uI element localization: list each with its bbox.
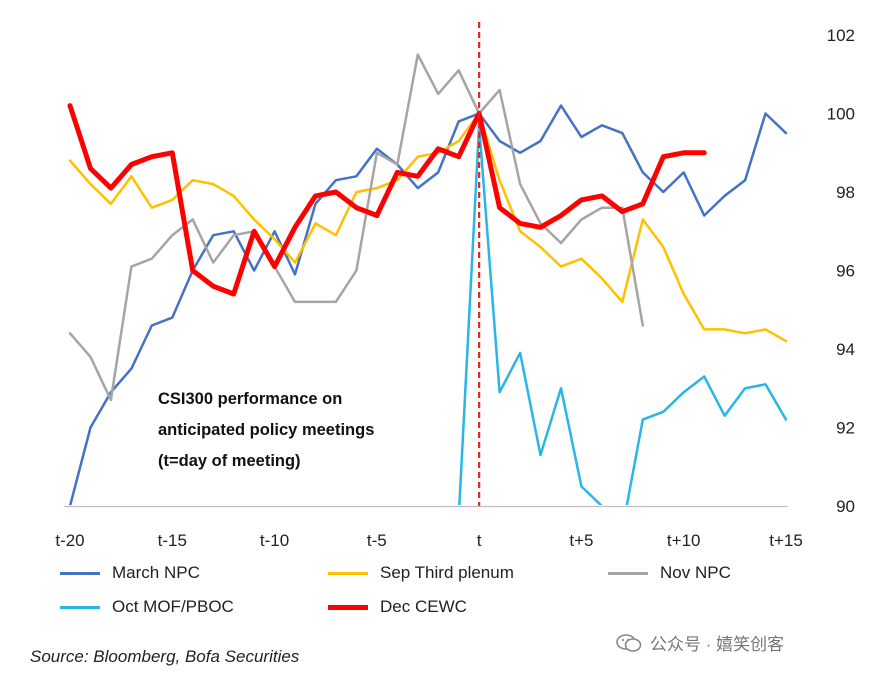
y-tick-label: 94	[836, 340, 855, 359]
y-tick-label: 98	[836, 183, 855, 202]
series-line-dec-cewc	[67, 103, 707, 297]
series-line-march-npc	[68, 104, 788, 505]
y-tick-label: 102	[827, 26, 855, 45]
y-tick-label: 100	[827, 105, 855, 124]
series-line-sep-third-plenum	[68, 112, 788, 343]
series-layer	[67, 53, 788, 505]
watermark-text: 公众号 · 嬉笑创客	[650, 635, 785, 654]
x-tick-label: t+5	[569, 531, 593, 550]
x-tick-label: t	[477, 531, 482, 550]
y-axis-ticks: 90 92 94 96 98 100 102	[827, 26, 855, 516]
legend-item-sep-third-plenum: Sep Third plenum	[328, 560, 514, 586]
x-tick-label: t+15	[769, 531, 803, 550]
series-line-nov-npc	[68, 53, 645, 402]
legend-label: Oct MOF/PBOC	[112, 597, 234, 616]
chart-canvas: t-20 t-15 t-10 t-5 t t+5 t+10 t+15 90 92 94 96 98 10…	[55, 22, 855, 550]
x-tick-label: t-5	[367, 531, 387, 550]
x-tick-label: t-10	[260, 531, 289, 550]
annotation-line: (t=day of meeting)	[158, 452, 301, 470]
annotation-line: CSI300 performance on	[158, 390, 342, 408]
legend-item-nov-npc: Nov NPC	[608, 560, 731, 586]
y-tick-label: 92	[836, 419, 855, 438]
legend: March NPC Sep Third plenum Nov NPC Oct M…	[60, 560, 780, 620]
x-tick-label: t-20	[55, 531, 84, 550]
series-line-oct-mof-pboc	[458, 124, 788, 505]
y-tick-label: 90	[836, 497, 855, 516]
x-axis-ticks: t-20 t-15 t-10 t-5 t t+5 t+10 t+15	[55, 531, 802, 550]
legend-swatch	[60, 571, 100, 575]
legend-label: Nov NPC	[660, 563, 731, 582]
x-tick-label: t-15	[158, 531, 187, 550]
legend-item-oct-mof-pboc: Oct MOF/PBOC	[60, 594, 234, 620]
annotation-line: anticipated policy meetings	[158, 421, 374, 439]
watermark: 公众号 · 嬉笑创客	[616, 630, 784, 655]
source-note: Source: Bloomberg, Bofa Securities	[30, 647, 300, 666]
legend-swatch	[328, 571, 368, 575]
legend-item-dec-cewc: Dec CEWC	[328, 594, 467, 620]
legend-label: March NPC	[112, 563, 200, 582]
y-tick-label: 96	[836, 262, 855, 281]
x-tick-label: t+10	[667, 531, 701, 550]
legend-swatch	[328, 604, 368, 610]
legend-swatch	[608, 571, 648, 575]
chart-annotation: CSI300 performance on anticipated policy …	[158, 390, 374, 470]
wechat-icon	[616, 633, 642, 652]
legend-label: Sep Third plenum	[380, 563, 514, 582]
legend-swatch	[60, 605, 100, 609]
legend-item-march-npc: March NPC	[60, 560, 200, 586]
legend-label: Dec CEWC	[380, 597, 467, 616]
